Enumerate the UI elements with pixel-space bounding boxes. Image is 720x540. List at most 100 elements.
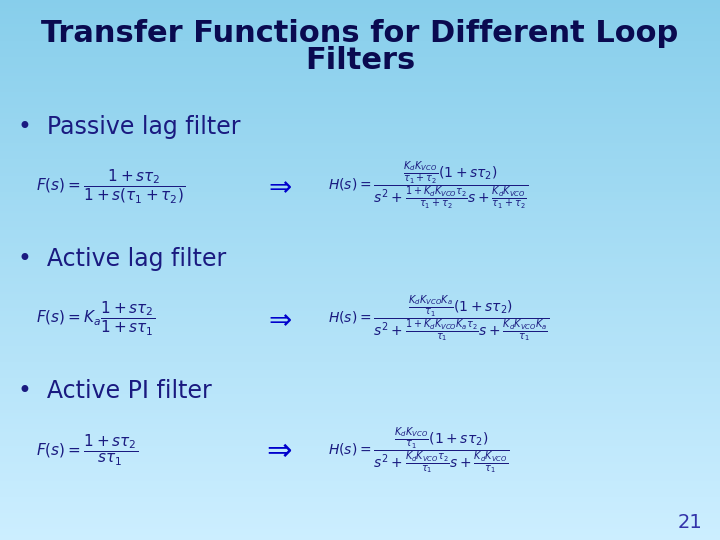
Bar <box>0 65 720 68</box>
Bar <box>0 313 720 316</box>
Bar <box>0 478 720 481</box>
Bar <box>0 78 720 81</box>
Bar <box>0 284 720 286</box>
Bar <box>0 464 720 467</box>
Bar <box>0 489 720 491</box>
Bar <box>0 440 720 443</box>
Bar <box>0 454 720 456</box>
Bar <box>0 73 720 76</box>
Bar <box>0 170 720 173</box>
Bar <box>0 508 720 510</box>
Bar <box>0 122 720 124</box>
Bar <box>0 240 720 243</box>
Bar <box>0 346 720 348</box>
Bar <box>0 111 720 113</box>
Bar <box>0 59 720 62</box>
Bar <box>0 5 720 8</box>
Bar <box>0 270 720 273</box>
Bar <box>0 135 720 138</box>
Bar <box>0 497 720 500</box>
Bar <box>0 157 720 159</box>
Text: $H(s) = \dfrac{\frac{K_d K_{VCO}K_a}{\tau_1}(1+s\tau_2)}{s^2+\frac{1+K_dK_{VCO}K: $H(s) = \dfrac{\frac{K_d K_{VCO}K_a}{\ta… <box>328 293 549 344</box>
Text: $H(s) = \dfrac{\frac{K_d K_{VCO}}{\tau_1}(1+s\tau_2)}{s^2+\frac{K_dK_{VCO}\tau_2: $H(s) = \dfrac{\frac{K_d K_{VCO}}{\tau_1… <box>328 426 510 476</box>
Bar <box>0 113 720 116</box>
Bar <box>0 211 720 213</box>
Bar <box>0 392 720 394</box>
Bar <box>0 456 720 459</box>
Bar <box>0 259 720 262</box>
Bar <box>0 526 720 529</box>
Bar <box>0 230 720 232</box>
Bar <box>0 354 720 356</box>
Bar <box>0 213 720 216</box>
Bar <box>0 486 720 489</box>
Bar <box>0 472 720 475</box>
Bar <box>0 400 720 402</box>
Bar <box>0 262 720 265</box>
Bar <box>0 0 720 3</box>
Bar <box>0 462 720 464</box>
Bar <box>0 491 720 494</box>
Bar <box>0 154 720 157</box>
Bar <box>0 216 720 219</box>
Bar <box>0 364 720 367</box>
Bar <box>0 11 720 14</box>
Bar <box>0 184 720 186</box>
Bar <box>0 38 720 40</box>
Bar <box>0 370 720 373</box>
Bar <box>0 467 720 470</box>
Bar <box>0 397 720 400</box>
Bar <box>0 516 720 518</box>
Bar <box>0 297 720 300</box>
Bar <box>0 416 720 418</box>
Bar <box>0 235 720 238</box>
Text: $F(s) = \dfrac{1 + s\tau_2}{1 + s(\tau_1 + \tau_2)}$: $F(s) = \dfrac{1 + s\tau_2}{1 + s(\tau_1… <box>36 167 185 205</box>
Bar <box>0 424 720 427</box>
Bar <box>0 375 720 378</box>
Bar <box>0 521 720 524</box>
Bar <box>0 108 720 111</box>
Bar <box>0 8 720 11</box>
Bar <box>0 292 720 294</box>
Bar <box>0 176 720 178</box>
Bar <box>0 221 720 224</box>
Bar <box>0 189 720 192</box>
Bar <box>0 348 720 351</box>
Bar <box>0 186 720 189</box>
Bar <box>0 100 720 103</box>
Bar <box>0 319 720 321</box>
Bar <box>0 286 720 289</box>
Bar <box>0 340 720 343</box>
Bar <box>0 143 720 146</box>
Bar <box>0 40 720 43</box>
Text: $\Rightarrow$: $\Rightarrow$ <box>261 436 293 465</box>
Bar <box>0 378 720 381</box>
Bar <box>0 459 720 462</box>
Bar <box>0 43 720 46</box>
Bar <box>0 84 720 86</box>
Bar <box>0 265 720 267</box>
Bar <box>0 300 720 302</box>
Text: $\Rightarrow$: $\Rightarrow$ <box>263 172 292 200</box>
Bar <box>0 151 720 154</box>
Text: •  Active PI filter: • Active PI filter <box>18 380 212 403</box>
Bar <box>0 227 720 229</box>
Bar <box>0 178 720 181</box>
Bar <box>0 243 720 246</box>
Bar <box>0 383 720 386</box>
Bar <box>0 181 720 184</box>
Bar <box>0 446 720 448</box>
Bar <box>0 302 720 305</box>
Bar <box>0 94 720 97</box>
Bar <box>0 173 720 176</box>
Bar <box>0 405 720 408</box>
Text: $F(s) = K_a\dfrac{1 + s\tau_2}{1 + s\tau_1}$: $F(s) = K_a\dfrac{1 + s\tau_2}{1 + s\tau… <box>36 300 155 338</box>
Bar <box>0 89 720 92</box>
Bar <box>0 57 720 59</box>
Bar <box>0 332 720 335</box>
Bar <box>0 362 720 364</box>
Bar <box>0 232 720 235</box>
Bar <box>0 327 720 329</box>
Bar <box>0 413 720 416</box>
Bar <box>0 246 720 248</box>
